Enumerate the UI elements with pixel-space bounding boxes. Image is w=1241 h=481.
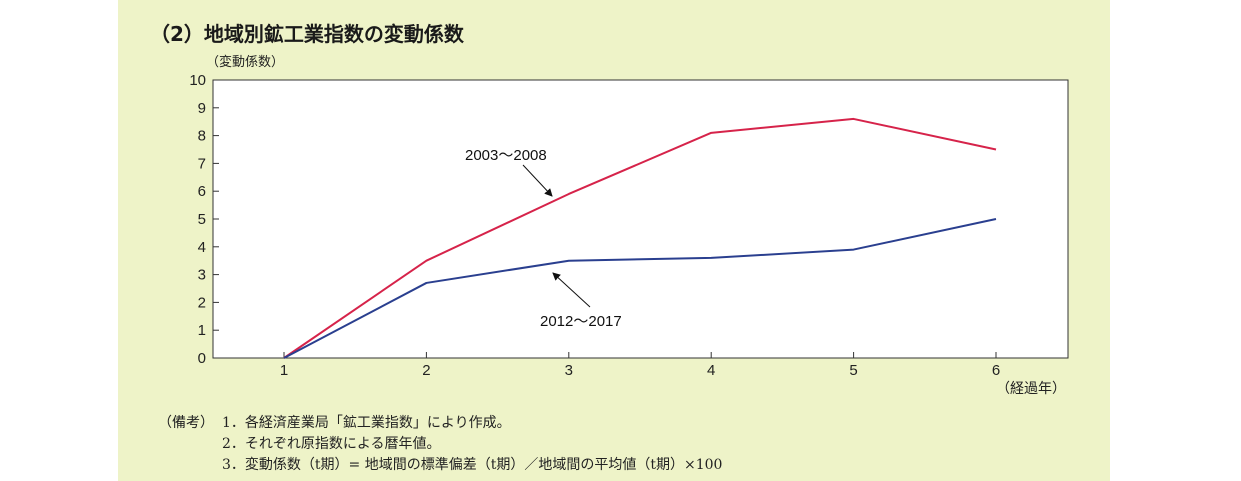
y-tick-label: 1 xyxy=(198,322,206,339)
x-axis-unit-label: （経過年） xyxy=(996,380,1066,396)
note-line-2: 2．それぞれ原指数による暦年値。 xyxy=(222,436,441,452)
series-line-2 xyxy=(283,218,997,359)
series-label-2: 2012～2017 xyxy=(540,313,622,330)
x-tick-label: 3 xyxy=(565,362,573,379)
series-label-arrow-2 xyxy=(552,272,591,308)
note-line-3: 3．変動係数（t期）= 地域間の標準偏差（t期）／地域間の平均値（t期）×100 xyxy=(222,457,723,473)
y-tick-label: 4 xyxy=(198,239,206,256)
y-tick-label: 3 xyxy=(198,267,206,284)
x-tick-label: 5 xyxy=(849,362,857,379)
y-axis-unit-label: （変動係数） xyxy=(206,55,285,70)
x-tick-label: 1 xyxy=(280,362,288,379)
plot-area xyxy=(212,79,1069,359)
y-tick-label: 5 xyxy=(198,211,206,228)
series-line-1 xyxy=(283,117,997,359)
series-label-arrow-1 xyxy=(522,164,553,197)
notes-label: （備考） xyxy=(158,415,214,431)
series-label-1: 2003～2008 xyxy=(465,147,547,164)
y-tick-label: 6 xyxy=(198,183,206,200)
x-tick-label: 4 xyxy=(707,362,715,379)
y-tick-label: 0 xyxy=(198,350,206,367)
chart-title: （2）地域別鉱工業指数の変動係数 xyxy=(150,22,464,46)
x-tick-label: 2 xyxy=(422,362,430,379)
y-tick-label: 7 xyxy=(198,155,206,172)
note-line-1: 1．各経済産業局「鉱工業指数」により作成。 xyxy=(222,415,511,431)
y-tick-label: 2 xyxy=(198,294,206,311)
y-tick-label: 8 xyxy=(198,128,206,145)
x-tick-label: 6 xyxy=(992,362,1000,379)
y-tick-label: 10 xyxy=(189,72,206,89)
y-tick-label: 9 xyxy=(198,100,206,117)
